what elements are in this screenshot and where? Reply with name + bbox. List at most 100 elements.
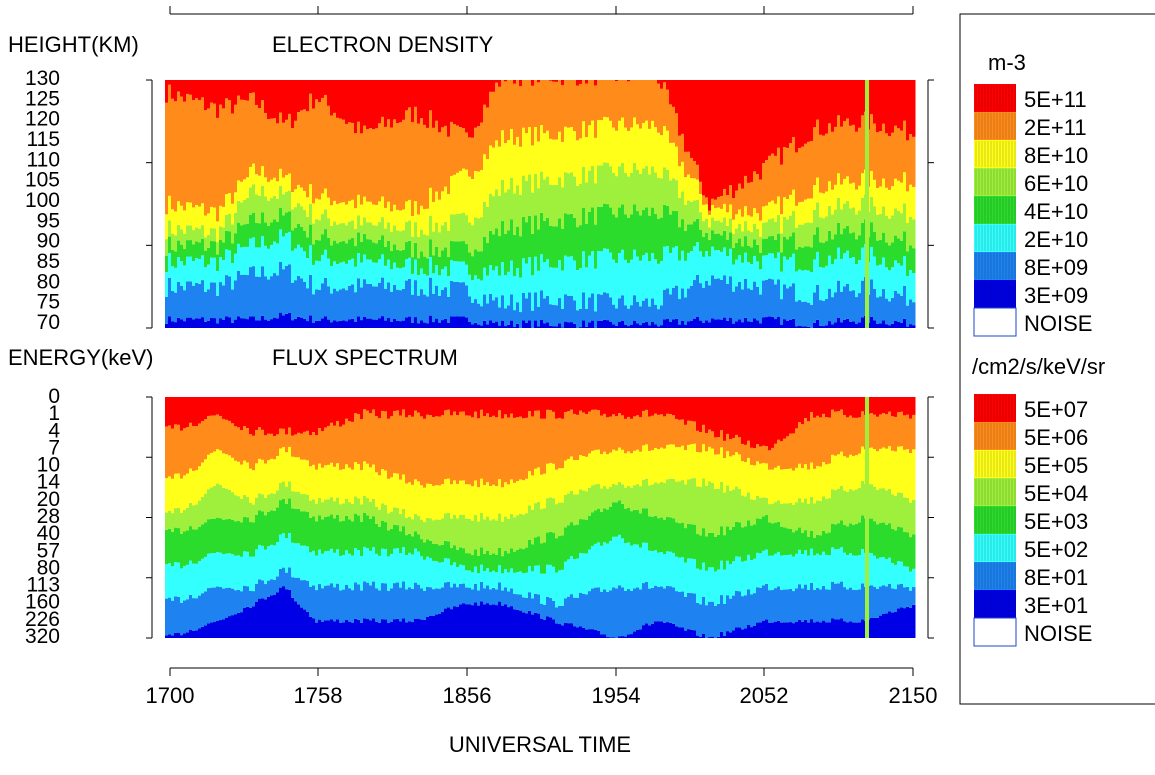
flux-cell <box>612 637 616 638</box>
density-cell <box>531 233 535 276</box>
density-cell <box>414 80 418 107</box>
density-cell <box>225 275 229 317</box>
density-cell <box>516 323 520 328</box>
density-cell <box>819 267 823 301</box>
flux-cell <box>273 459 277 494</box>
density-cell <box>225 194 229 215</box>
density-cell <box>678 260 682 300</box>
flux-cell <box>393 397 397 411</box>
flux-cell <box>789 528 793 555</box>
density-cell <box>558 80 562 132</box>
flux-cell <box>906 532 910 567</box>
density-cell <box>900 130 904 183</box>
flux-cell <box>738 397 742 438</box>
density-cell <box>189 225 193 241</box>
flux-cell <box>480 581 484 602</box>
flux-cell <box>888 397 892 412</box>
density-cell <box>519 277 523 313</box>
density-cell <box>510 294 514 321</box>
flux-cell <box>537 467 541 502</box>
density-cell <box>870 114 874 171</box>
density-cell <box>807 198 811 223</box>
flux-cell <box>366 582 370 619</box>
flux-cell <box>174 508 178 528</box>
flux-cell <box>729 490 733 530</box>
density-cell <box>180 229 184 245</box>
density-cell <box>261 212 265 237</box>
density-cell <box>708 214 712 228</box>
density-cell <box>366 222 370 240</box>
flux-cell <box>267 494 271 512</box>
flux-cell <box>198 397 202 424</box>
flux-cell <box>666 551 670 586</box>
density-cell <box>768 278 772 317</box>
density-cell <box>180 80 184 97</box>
density-cell <box>498 86 502 147</box>
flux-cell <box>756 444 760 462</box>
density-cell <box>834 234 838 260</box>
density-cell <box>468 321 472 328</box>
density-cell <box>537 229 541 271</box>
density-cell <box>375 80 379 129</box>
density-cell <box>189 94 193 203</box>
density-cell <box>252 212 256 238</box>
flux-cell <box>363 409 367 462</box>
density-cell <box>843 286 847 320</box>
flux-cell <box>585 629 589 638</box>
legend-density-unit: m-3 <box>988 50 1026 75</box>
density-cell <box>633 117 637 163</box>
density-cell <box>567 322 571 328</box>
flux-cell <box>720 631 724 638</box>
density-cell <box>525 180 529 223</box>
flux-cell <box>735 556 739 591</box>
density-cell <box>336 321 340 328</box>
flux-cell <box>456 397 460 416</box>
density-cell <box>324 209 328 230</box>
density-cell <box>681 320 685 328</box>
density-legend-swatch <box>974 224 1016 252</box>
flux-cell <box>312 550 316 586</box>
density-cell <box>783 284 787 320</box>
flux-legend-swatch <box>974 422 1016 450</box>
density-cell <box>201 97 205 204</box>
density-cell <box>873 206 877 232</box>
density-cell <box>567 295 571 323</box>
flux-cell <box>771 590 775 623</box>
flux-cell <box>651 484 655 517</box>
flux-cell <box>831 489 835 524</box>
density-cell <box>459 213 463 242</box>
density-cell <box>402 249 406 268</box>
density-cell <box>576 185 580 228</box>
flux-cell <box>732 630 736 638</box>
flux-cell <box>372 516 376 548</box>
density-cell <box>792 136 796 190</box>
density-cell <box>252 92 256 164</box>
flux-cell <box>186 564 190 600</box>
density-cell <box>759 179 763 221</box>
density-cell <box>453 241 457 262</box>
flux-cell <box>249 522 253 557</box>
flux-cell <box>360 504 364 522</box>
density-cell <box>474 299 478 323</box>
density-cell <box>405 110 409 202</box>
density-cell <box>387 119 391 202</box>
flux-cell <box>612 484 616 503</box>
flux-cell <box>309 435 313 467</box>
flux-cell <box>225 488 229 520</box>
flux-cell <box>615 536 619 589</box>
density-cell <box>177 317 181 328</box>
flux-cell <box>741 443 745 462</box>
density-cell <box>513 144 517 194</box>
flux-cell <box>360 418 364 471</box>
flux-cell <box>840 547 844 582</box>
density-cell <box>342 119 346 203</box>
flux-cell <box>843 397 847 415</box>
density-cell <box>399 80 403 123</box>
density-cell <box>474 127 478 172</box>
density-cell <box>498 325 502 328</box>
flux-cell <box>555 607 559 624</box>
flux-cell <box>411 416 415 485</box>
density-cell <box>804 301 808 327</box>
density-cell <box>375 319 379 328</box>
density-cell <box>408 107 412 200</box>
